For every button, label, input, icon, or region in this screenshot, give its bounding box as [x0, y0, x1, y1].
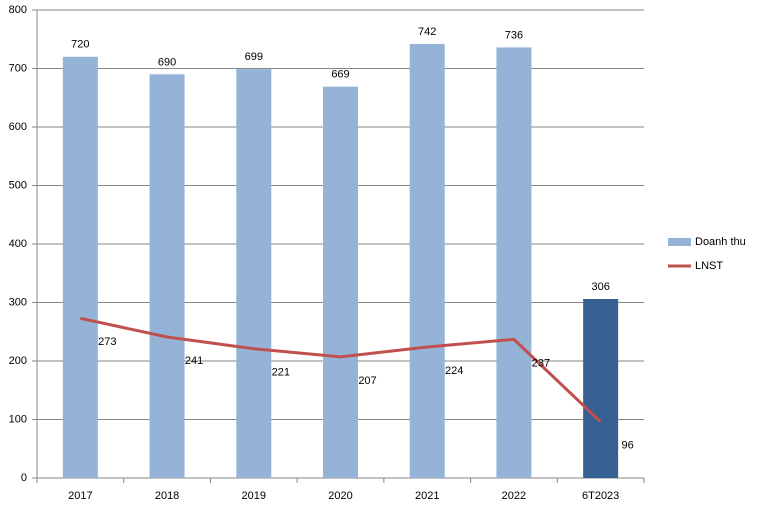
- y-tick-label: 100: [9, 413, 27, 425]
- legend-swatch: [668, 238, 691, 246]
- line: [80, 316, 602, 423]
- data-label: 720: [71, 39, 89, 51]
- bar: [62, 56, 98, 479]
- legend-label: Doanh thu: [695, 236, 746, 248]
- bar: [236, 69, 272, 479]
- data-label: 207: [358, 375, 376, 387]
- x-tick-label: 2021: [415, 490, 439, 502]
- bar: [409, 43, 445, 479]
- y-tick-label: 800: [9, 4, 27, 16]
- x-tick-label: 2018: [155, 490, 179, 502]
- y-tick-label: 200: [9, 355, 27, 367]
- y-tick-label: 0: [21, 472, 27, 484]
- data-label: 273: [98, 336, 116, 348]
- data-label: 699: [245, 51, 263, 63]
- x-tick-label: 2020: [328, 490, 352, 502]
- data-label: 241: [185, 355, 203, 367]
- data-label: 237: [532, 357, 550, 369]
- data-label: 669: [331, 69, 349, 81]
- y-tick-label: 400: [9, 238, 27, 250]
- y-tick-label: 500: [9, 179, 27, 191]
- data-label: 221: [272, 367, 290, 379]
- y-tick-label: 600: [9, 121, 27, 133]
- bar: [496, 47, 532, 478]
- data-label: 96: [622, 440, 634, 452]
- data-label: 224: [445, 365, 463, 377]
- bar: [323, 86, 358, 478]
- data-label: 736: [505, 29, 523, 41]
- x-tick-label: 2017: [68, 490, 92, 502]
- data-label: 690: [158, 56, 176, 68]
- x-tick-label: 2022: [502, 490, 526, 502]
- bar: [149, 74, 185, 478]
- y-tick-label: 700: [9, 62, 27, 74]
- data-label: 306: [591, 281, 609, 293]
- legend-label: LNST: [695, 260, 723, 272]
- x-tick-label: 2019: [242, 490, 266, 502]
- bar: [583, 298, 619, 478]
- y-tick-label: 300: [9, 296, 27, 308]
- x-tick-label: 6T2023: [582, 490, 619, 502]
- data-label: 742: [418, 26, 436, 38]
